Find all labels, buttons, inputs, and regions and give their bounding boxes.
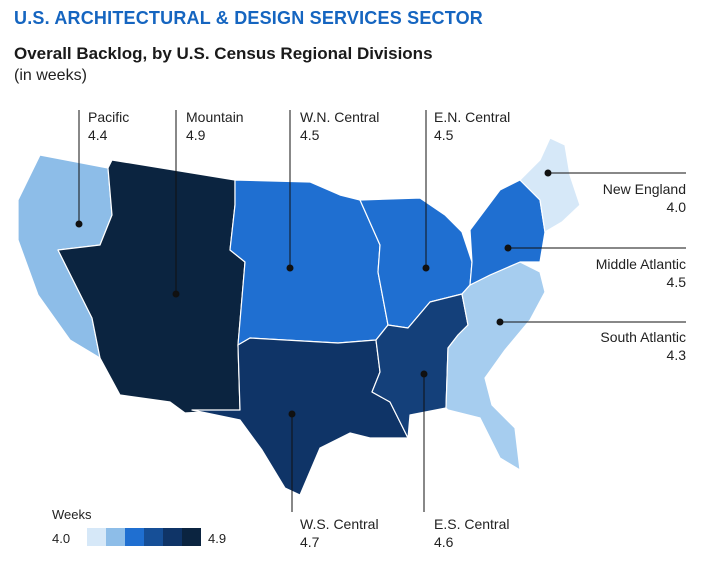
label-south-atlantic: South Atlantic 4.3 xyxy=(600,328,686,364)
label-es-central-name: E.S. Central xyxy=(434,516,510,532)
label-en-central-name: E.N. Central xyxy=(434,109,511,125)
legend-swatch-5 xyxy=(182,528,201,546)
label-new-england: New England 4.0 xyxy=(603,180,686,216)
label-mountain-name: Mountain xyxy=(186,109,244,125)
legend-max: 4.9 xyxy=(208,531,227,546)
label-south-atlantic-value: 4.3 xyxy=(666,347,686,363)
legend-min: 4.0 xyxy=(52,531,71,546)
leader-es-central-dot xyxy=(420,370,428,378)
legend-title: Weeks xyxy=(52,507,92,522)
label-mountain: Mountain 4.9 xyxy=(186,108,244,144)
label-en-central-value: 4.5 xyxy=(434,127,454,143)
label-ws-central-name: W.S. Central xyxy=(300,516,379,532)
label-wn-central-name: W.N. Central xyxy=(300,109,380,125)
leader-en-central-dot xyxy=(422,264,430,272)
region-south-atlantic xyxy=(445,261,546,471)
label-es-central: E.S. Central 4.6 xyxy=(434,515,509,551)
legend-swatch-4 xyxy=(163,528,182,546)
chart-subtitle: (in weeks) xyxy=(14,67,87,84)
legend-swatch-0 xyxy=(87,528,106,546)
leader-ws-central-dot xyxy=(288,410,296,418)
label-ws-central-value: 4.7 xyxy=(300,534,320,550)
label-new-england-name: New England xyxy=(602,181,686,197)
label-wn-central: W.N. Central 4.5 xyxy=(300,108,379,144)
label-pacific-name: Pacific xyxy=(88,109,130,125)
leader-mountain-dot xyxy=(172,290,180,298)
label-wn-central-value: 4.5 xyxy=(300,127,320,143)
leader-south-atlantic-dot xyxy=(496,318,504,326)
leader-new-england-dot xyxy=(544,169,552,177)
label-pacific-value: 4.4 xyxy=(88,127,108,143)
legend-swatch-1 xyxy=(106,528,125,546)
region-ws-central xyxy=(191,337,409,496)
leader-middle-atlantic-dot xyxy=(504,244,512,252)
label-middle-atlantic: Middle Atlantic 4.5 xyxy=(596,255,686,291)
leader-wn-central-dot xyxy=(286,264,294,272)
legend-swatch-2 xyxy=(125,528,144,546)
label-new-england-value: 4.0 xyxy=(666,199,686,215)
label-middle-atlantic-name: Middle Atlantic xyxy=(595,256,686,272)
label-south-atlantic-name: South Atlantic xyxy=(600,329,686,345)
legend-swatch-3 xyxy=(144,528,163,546)
label-ws-central: W.S. Central 4.7 xyxy=(300,515,379,551)
leader-pacific-dot xyxy=(75,220,83,228)
label-mountain-value: 4.9 xyxy=(186,127,206,143)
label-middle-atlantic-value: 4.5 xyxy=(666,274,686,290)
sector-heading: U.S. ARCHITECTURAL & DESIGN SERVICES SEC… xyxy=(14,8,483,28)
chart-title: Overall Backlog, by U.S. Census Regional… xyxy=(14,44,433,63)
label-en-central: E.N. Central 4.5 xyxy=(434,108,510,144)
region-new-england xyxy=(519,137,581,233)
region-middle-atlantic xyxy=(469,179,546,286)
legend-swatches xyxy=(87,528,201,546)
label-pacific: Pacific 4.4 xyxy=(88,108,129,144)
label-es-central-value: 4.6 xyxy=(434,534,454,550)
